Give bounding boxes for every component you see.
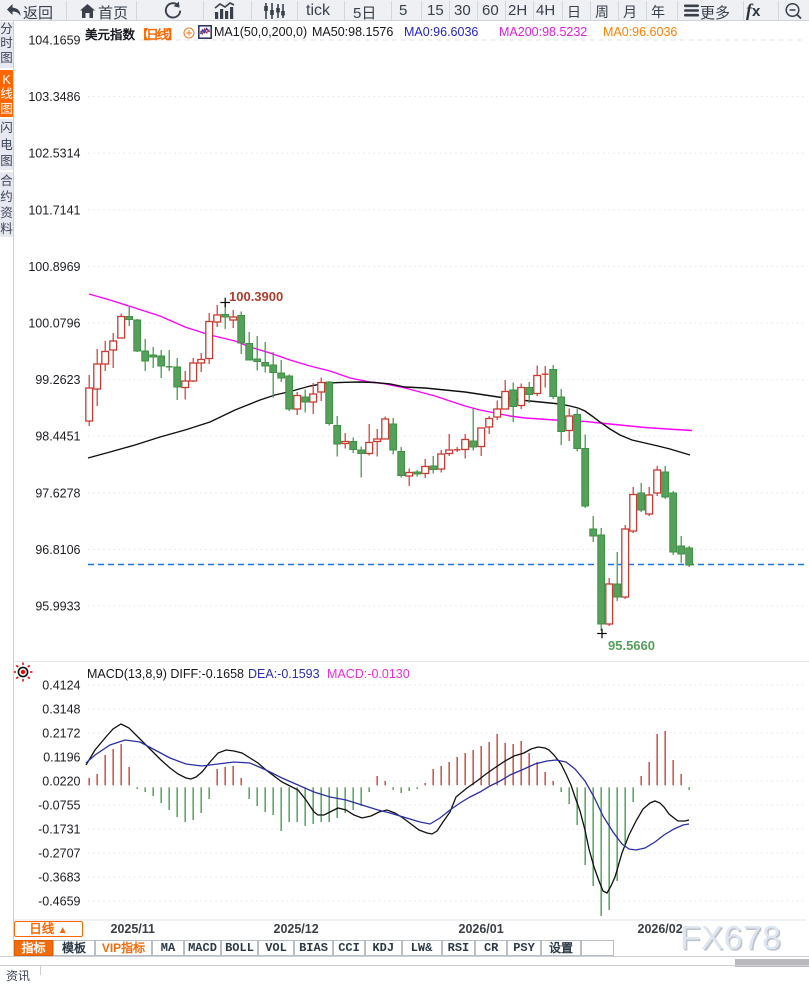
svg-text:-0.3683: -0.3683: [38, 871, 80, 885]
svg-text:98.4451: 98.4451: [35, 430, 80, 444]
svg-text:MACD(13,8,9) DIFF:-0.1658: MACD(13,8,9) DIFF:-0.1658: [87, 667, 244, 681]
svg-text:100.8969: 100.8969: [28, 260, 80, 274]
svg-text:95.9933: 95.9933: [35, 600, 80, 614]
svg-text:0.4124: 0.4124: [42, 679, 80, 693]
svg-text:-0.2707: -0.2707: [38, 847, 80, 861]
svg-text:-0.0755: -0.0755: [38, 799, 80, 813]
svg-text:97.6278: 97.6278: [35, 486, 80, 500]
svg-text:100.0796: 100.0796: [28, 317, 80, 331]
svg-text:96.8106: 96.8106: [35, 543, 80, 557]
svg-text:-0.4659: -0.4659: [38, 895, 80, 909]
svg-text:0.1196: 0.1196: [43, 751, 80, 765]
svg-text:104.1659: 104.1659: [28, 34, 80, 48]
svg-text:100.3900: 100.3900: [229, 289, 283, 304]
svg-text:95.5660: 95.5660: [608, 638, 655, 653]
svg-text:DEA:-0.1593: DEA:-0.1593: [248, 667, 320, 681]
svg-text:0.2172: 0.2172: [42, 727, 80, 741]
svg-text:103.3486: 103.3486: [28, 90, 80, 104]
svg-text:MACD:-0.0130: MACD:-0.0130: [327, 667, 410, 681]
svg-text:0.3148: 0.3148: [42, 703, 80, 717]
svg-text:101.7141: 101.7141: [28, 203, 80, 217]
svg-text:99.2623: 99.2623: [35, 373, 80, 387]
svg-text:0.0220: 0.0220: [42, 775, 80, 789]
svg-text:-0.1731: -0.1731: [38, 823, 80, 837]
svg-text:102.5314: 102.5314: [28, 147, 80, 161]
